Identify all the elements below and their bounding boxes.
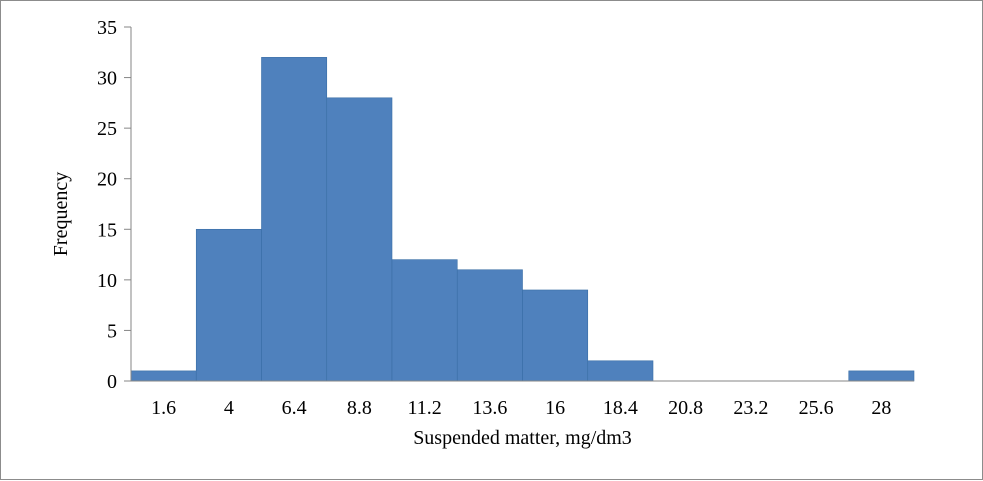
x-tick-label: 11.2 <box>407 397 441 419</box>
bar <box>130 370 197 382</box>
x-tick-label: 1.6 <box>151 397 176 419</box>
x-axis-ticks: 1.6 4 6.4 8.8 11.2 13.6 16 18.4 20.8 23.2 25.6 28 <box>151 397 891 419</box>
y-tick-label: 10 <box>97 270 117 292</box>
bar <box>848 370 915 382</box>
x-tick-label: 23.2 <box>733 397 768 419</box>
bar <box>587 360 654 382</box>
x-tick-label: 6.4 <box>282 397 307 419</box>
x-tick-label: 25.6 <box>799 397 834 419</box>
y-tick-label: 0 <box>107 371 117 393</box>
bars <box>130 57 915 382</box>
y-tick-label: 35 <box>97 17 117 39</box>
bar <box>261 57 328 382</box>
y-tick-label: 15 <box>97 219 117 241</box>
x-tick-label: 8.8 <box>347 397 372 419</box>
x-tick-label: 4 <box>224 397 234 419</box>
x-axis-title: Suspended matter, mg/dm3 <box>413 427 632 449</box>
y-axis-ticks: 0 5 10 15 20 25 30 35 <box>97 17 131 393</box>
y-tick-label: 20 <box>97 169 117 191</box>
bar <box>522 289 589 382</box>
x-tick-label: 28 <box>871 397 891 419</box>
x-tick-label: 20.8 <box>668 397 703 419</box>
bar <box>456 269 523 382</box>
x-tick-label: 18.4 <box>603 397 638 419</box>
y-axis-title: Frequency <box>50 172 72 256</box>
y-tick-label: 25 <box>97 118 117 140</box>
bar <box>326 97 393 382</box>
bar <box>391 259 458 382</box>
x-tick-label: 16 <box>545 397 565 419</box>
y-tick-label: 5 <box>107 320 117 342</box>
x-tick-label: 13.6 <box>472 397 507 419</box>
y-tick-label: 30 <box>97 68 117 90</box>
bar <box>195 228 262 382</box>
